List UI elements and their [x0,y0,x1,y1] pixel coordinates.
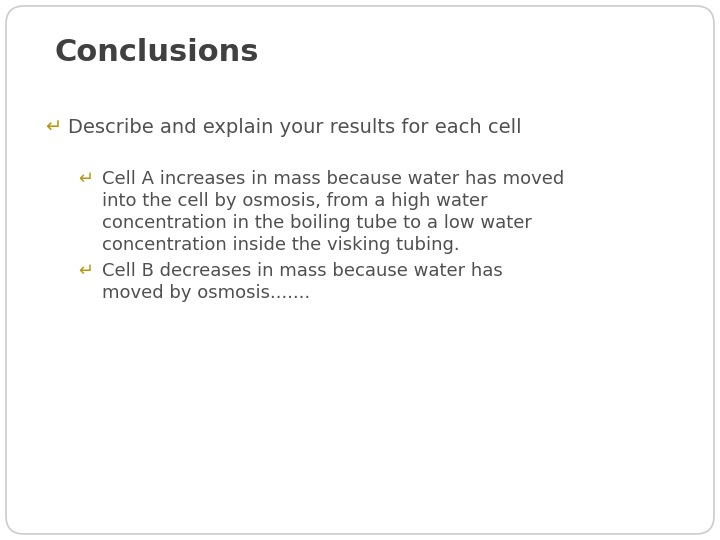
Text: ↵: ↵ [78,170,93,188]
Text: into the cell by osmosis, from a high water: into the cell by osmosis, from a high wa… [102,192,487,210]
Text: moved by osmosis.......: moved by osmosis....... [102,284,310,302]
Text: Conclusions: Conclusions [55,38,259,67]
Text: Cell A increases in mass because water has moved: Cell A increases in mass because water h… [102,170,564,188]
Text: concentration inside the visking tubing.: concentration inside the visking tubing. [102,236,459,254]
Text: Cell B decreases in mass because water has: Cell B decreases in mass because water h… [102,262,503,280]
FancyBboxPatch shape [6,6,714,534]
Text: ↵: ↵ [45,118,61,137]
Text: Describe and explain your results for each cell: Describe and explain your results for ea… [68,118,521,137]
Text: ↵: ↵ [78,262,93,280]
Text: concentration in the boiling tube to a low water: concentration in the boiling tube to a l… [102,214,532,232]
